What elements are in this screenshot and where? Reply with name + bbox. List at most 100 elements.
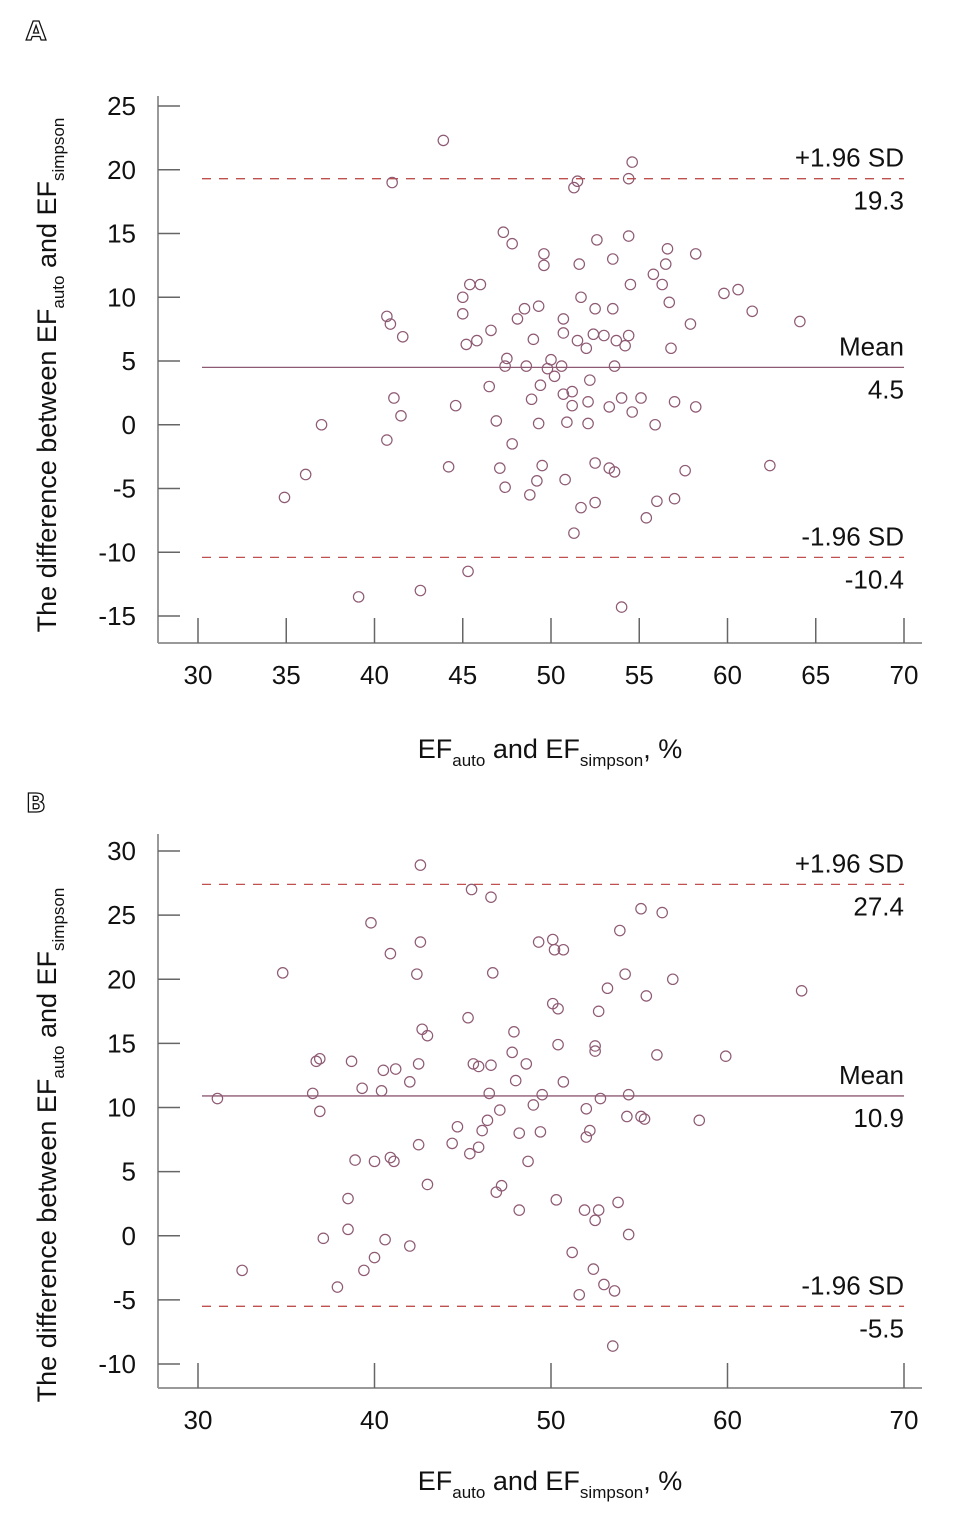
data-point [663,296,676,309]
y-tick-label: 20 [107,964,136,994]
data-point [580,1131,593,1143]
data-point [490,415,503,427]
data-point [619,968,631,980]
data-point [446,1137,458,1150]
data-point [414,936,427,948]
data-point [555,360,568,372]
panel-b-points [211,859,808,1352]
data-point [356,1082,368,1095]
data-point [403,1240,416,1252]
data-point [368,1155,381,1168]
data-point [589,1045,601,1057]
upper-loa-label: +1.96 SD [795,848,904,878]
upper-loa-value: 19.3 [853,186,904,216]
data-point [342,1223,354,1236]
x-tick-label: 60 [713,1405,742,1435]
upper-loa-value: 27.4 [853,891,904,921]
x-tick-label: 40 [360,1405,389,1435]
data-point [462,1011,474,1024]
data-point [442,461,455,473]
y-tick-label: -10 [98,537,136,567]
data-point [414,584,427,597]
data-point [666,973,679,986]
data-point [299,468,312,481]
data-point [531,475,543,487]
data-point [414,859,427,871]
data-point [527,1099,540,1111]
data-point [532,417,545,430]
data-point [465,883,478,896]
data-point [451,1120,464,1133]
data-point [411,968,423,980]
data-point [464,1147,476,1160]
data-point [379,1233,391,1246]
data-point [534,1126,547,1138]
data-point [349,1154,361,1166]
panel-a-y-axis-title: The difference between EFauto and EFsimp… [32,118,68,633]
x-tick-label: 30 [184,660,213,690]
data-point [557,943,570,956]
data-point [589,302,601,315]
data-point [377,1064,390,1077]
data-point [520,360,533,372]
data-point [313,1052,326,1065]
y-tick-label: -5 [113,1285,136,1315]
data-point [580,1102,593,1115]
data-point [566,399,578,412]
data-point [589,457,601,469]
y-title-sub1: auto [49,1046,68,1079]
y-title-mid: and EF [32,951,62,1046]
data-point [490,1186,503,1198]
data-point [624,278,637,291]
y-tick-label: -15 [98,601,136,631]
x-title-main: EF [418,1466,453,1496]
data-point [331,1281,344,1293]
lower-loa-label: -1.96 SD [801,521,904,551]
data-point [621,1110,633,1123]
y-title-sub2: simpson [49,888,68,951]
data-point [606,302,619,315]
data-point [381,434,393,446]
mean-value: 4.5 [868,374,904,404]
data-point [606,1340,619,1352]
data-point [568,527,580,539]
data-point [421,1178,434,1191]
data-point [656,906,668,919]
x-title-main: EF [418,734,453,764]
panel-b-reference-lines: +1.96 SD 27.4 Mean 10.9 -1.96 SD -5.5 [202,848,904,1343]
data-point [481,1114,494,1127]
y-tick-label: 10 [107,282,136,312]
data-point [276,967,289,979]
data-point [449,399,462,412]
data-point [511,313,524,325]
data-point [548,370,561,383]
data-point [462,565,474,578]
y-tick-label: 25 [107,900,136,930]
x-tick-label: 65 [801,660,830,690]
data-point [545,353,557,366]
data-point [573,258,586,270]
data-point [501,352,513,365]
data-point [315,418,328,431]
data-point [598,329,610,342]
data-point [524,489,536,501]
data-point [476,1124,488,1137]
data-point [606,253,619,265]
data-point [578,1204,591,1216]
data-point [612,1196,624,1209]
y-tick-label: -5 [113,474,136,504]
y-tick-label: 15 [107,219,136,249]
data-point [693,1114,706,1127]
data-point [626,156,638,168]
data-point [384,318,397,330]
x-title-sub2: simpson [580,751,643,770]
x-tick-label: 40 [360,660,389,690]
data-point [509,1074,522,1087]
data-point [622,329,635,342]
data-point [592,1005,605,1018]
data-point [421,1029,434,1042]
data-point [582,395,594,408]
panel-a-y-axis: 25 20 15 10 5 0 -5 -10 -15 [98,91,180,643]
y-title-mid: and EF [32,181,62,276]
